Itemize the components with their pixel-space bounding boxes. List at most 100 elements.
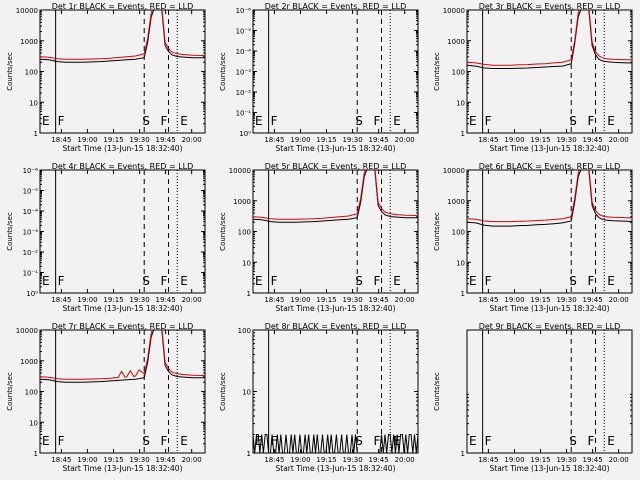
series-events-line xyxy=(40,330,205,383)
y-tick-label: 1 xyxy=(34,450,38,458)
x-tick-label: 20:00 xyxy=(609,456,629,464)
x-tick-label: 20:00 xyxy=(395,136,415,144)
y-axis-label: Counts/sec xyxy=(219,212,227,251)
x-tick-label: 19:45 xyxy=(583,296,603,304)
y-axis-label: Counts/sec xyxy=(433,52,441,91)
y-axis-label: Counts/sec xyxy=(219,372,227,411)
x-tick-label: 20:00 xyxy=(182,296,202,304)
event-marker-label: F xyxy=(374,434,381,448)
y-tick-label: 10000 xyxy=(16,327,38,335)
x-tick-label: 19:15 xyxy=(316,136,336,144)
event-marker-label: S xyxy=(142,114,150,128)
y-tick-label: 1 xyxy=(247,290,251,298)
series-lld-line xyxy=(40,10,205,60)
y-axis-label: Counts/sec xyxy=(6,212,14,251)
y-tick-label: 10⁻³ xyxy=(236,69,252,77)
x-tick-label: 19:30 xyxy=(342,296,362,304)
detector-panel-9: Det 9r BLACK = Events, RED = LLD 1 18:45 19… xyxy=(433,322,633,473)
panel-title: Det 8r BLACK = Events, RED = LLD xyxy=(265,322,407,331)
event-marker-label: F xyxy=(485,114,492,128)
x-axis-label: Start Time (13-Jun-15 18:32:40) xyxy=(63,144,183,153)
event-marker-label: E xyxy=(255,274,263,288)
event-marker-label: F xyxy=(58,434,65,448)
y-tick-label: 1 xyxy=(461,450,465,458)
x-tick-label: 18:45 xyxy=(51,296,71,304)
x-tick-label: 19:30 xyxy=(556,296,576,304)
event-marker-label: F xyxy=(485,434,492,448)
event-marker-label: F xyxy=(588,274,595,288)
event-marker-label: F xyxy=(374,114,381,128)
x-tick-label: 19:30 xyxy=(129,136,149,144)
event-marker-label: S xyxy=(355,114,363,128)
series-lld-line xyxy=(40,330,205,380)
y-tick-label: 10⁻⁵ xyxy=(23,188,39,196)
x-tick-label: 19:00 xyxy=(504,456,524,464)
event-marker-label: E xyxy=(469,274,477,288)
x-axis-label: Start Time (13-Jun-15 18:32:40) xyxy=(276,144,396,153)
event-marker-label: F xyxy=(588,434,595,448)
y-tick-label: 1000 xyxy=(20,38,38,46)
event-marker-label: E xyxy=(393,274,401,288)
series-events-line xyxy=(467,10,632,69)
y-tick-label: 100 xyxy=(238,229,251,237)
x-tick-label: 19:45 xyxy=(369,136,389,144)
event-marker-label: F xyxy=(161,114,168,128)
x-tick-label: 20:00 xyxy=(182,136,202,144)
y-tick-label: 100 xyxy=(452,69,465,77)
x-tick-label: 20:00 xyxy=(395,456,415,464)
event-marker-label: E xyxy=(607,434,615,448)
panel-title: Det 4r BLACK = Events, RED = LLD xyxy=(52,162,194,171)
x-tick-label: 19:45 xyxy=(156,456,176,464)
y-tick-label: 1 xyxy=(34,130,38,138)
panel-title: Det 6r BLACK = Events, RED = LLD xyxy=(479,162,621,171)
x-axis-label: Start Time (13-Jun-15 18:32:40) xyxy=(63,464,183,473)
x-axis-label: Start Time (13-Jun-15 18:32:40) xyxy=(490,304,610,313)
y-tick-label: 10 xyxy=(456,259,465,267)
x-tick-label: 18:45 xyxy=(264,456,284,464)
series-lld-line xyxy=(467,170,632,223)
event-marker-label: E xyxy=(180,114,188,128)
series-events-line xyxy=(467,170,632,227)
detector-panel-2: Det 2r BLACK = Events, RED = LLD 10⁰ 10⁻¹ 1… xyxy=(219,2,419,153)
x-axis-label: Start Time (13-Jun-15 18:32:40) xyxy=(276,304,396,313)
y-tick-label: 100 xyxy=(25,389,38,397)
detector-panel-1: Det 1r BLACK = Events, RED = LLD 1 10 100 10… xyxy=(6,2,206,153)
x-axis-label: Start Time (13-Jun-15 18:32:40) xyxy=(63,304,183,313)
event-marker-label: S xyxy=(569,274,577,288)
y-axis-label: Counts/sec xyxy=(433,212,441,251)
event-marker-label: E xyxy=(255,114,263,128)
x-tick-label: 19:45 xyxy=(369,296,389,304)
x-tick-label: 20:00 xyxy=(182,456,202,464)
x-tick-label: 19:15 xyxy=(103,456,123,464)
x-tick-label: 19:30 xyxy=(129,456,149,464)
x-tick-label: 18:45 xyxy=(264,136,284,144)
detector-panel-5: Det 5r BLACK = Events, RED = LLD 1 10 100 10… xyxy=(219,162,419,313)
y-tick-label: 10 xyxy=(29,99,38,107)
x-axis-label: Start Time (13-Jun-15 18:32:40) xyxy=(490,144,610,153)
event-marker-label: F xyxy=(588,114,595,128)
x-tick-label: 19:45 xyxy=(583,456,603,464)
y-tick-label: 1 xyxy=(461,290,465,298)
x-tick-label: 20:00 xyxy=(609,136,629,144)
x-tick-label: 18:45 xyxy=(51,136,71,144)
x-tick-label: 19:00 xyxy=(290,456,310,464)
x-tick-label: 19:00 xyxy=(77,136,97,144)
series-events-line xyxy=(40,10,205,63)
x-tick-label: 19:45 xyxy=(156,296,176,304)
event-marker-label: F xyxy=(271,434,278,448)
x-tick-label: 19:15 xyxy=(103,296,123,304)
event-marker-label: S xyxy=(355,434,363,448)
event-marker-label: E xyxy=(42,274,50,288)
x-tick-label: 20:00 xyxy=(609,296,629,304)
detector-panel-8: Det 8r BLACK = Events, RED = LLD 1 10 100 18… xyxy=(219,322,419,473)
x-tick-label: 18:45 xyxy=(264,296,284,304)
detector-panel-3: Det 3r BLACK = Events, RED = LLD 1 10 100 10… xyxy=(433,2,633,153)
y-tick-label: 10⁻² xyxy=(23,249,39,257)
detector-panel-4: Det 4r BLACK = Events, RED = LLD 10⁰ 10⁻¹ 1… xyxy=(6,162,206,313)
y-tick-label: 10⁻⁴ xyxy=(236,48,252,56)
y-tick-label: 10⁻⁵ xyxy=(236,28,252,36)
y-axis-label: Counts/sec xyxy=(6,372,14,411)
event-marker-label: S xyxy=(355,274,363,288)
x-tick-label: 18:45 xyxy=(478,456,498,464)
